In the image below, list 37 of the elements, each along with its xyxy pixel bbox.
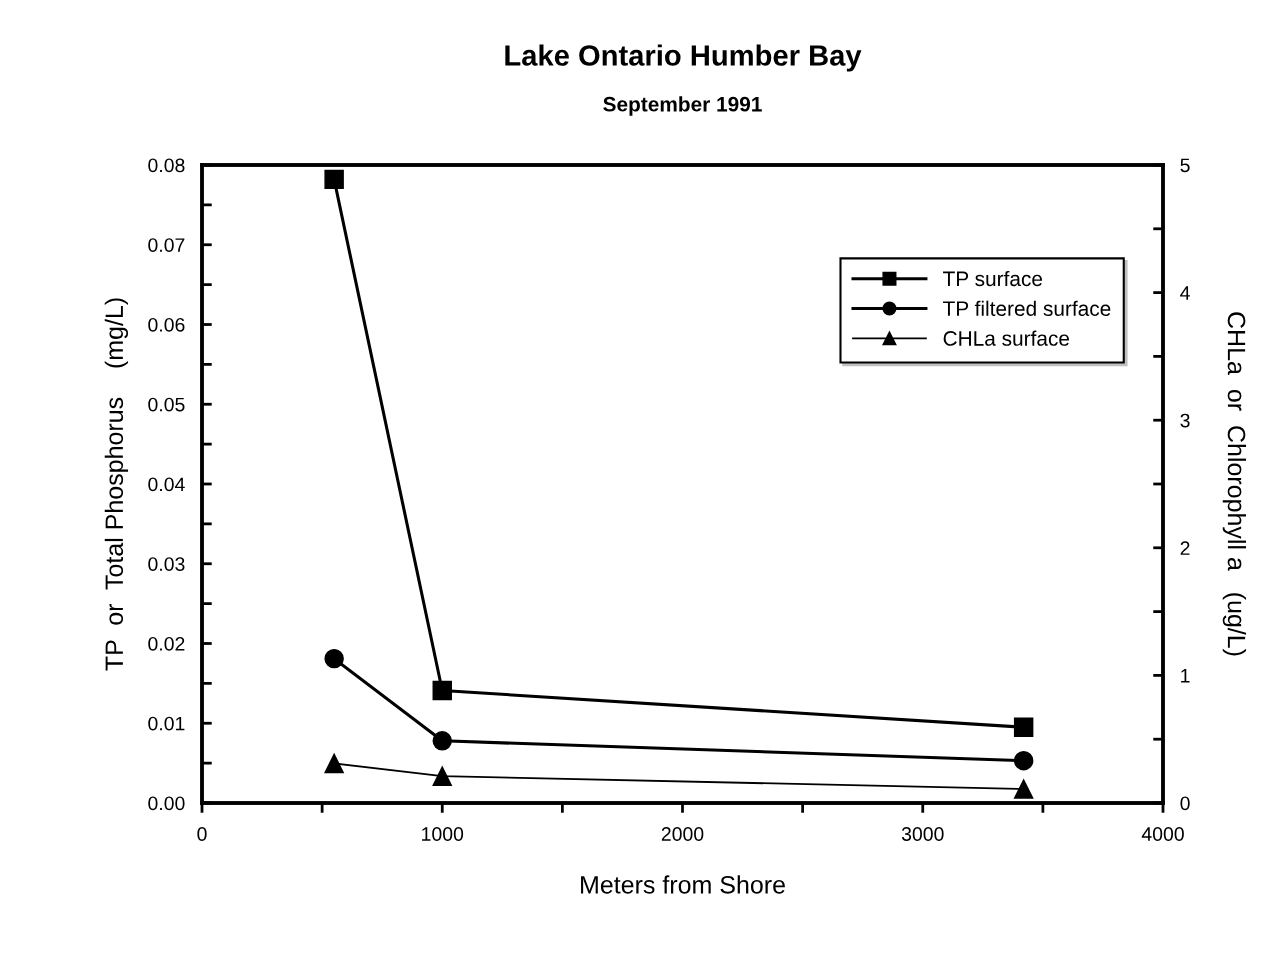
y-tick-label: 0.04 bbox=[148, 477, 185, 492]
point bbox=[324, 648, 344, 669]
point bbox=[324, 753, 344, 774]
y-tick-label: 0.02 bbox=[148, 636, 185, 651]
y2-tick-label: 4 bbox=[1180, 286, 1190, 300]
x-tick-label: 0 bbox=[197, 827, 207, 841]
point bbox=[432, 680, 452, 701]
x-tick-label: 4000 bbox=[1141, 827, 1184, 841]
point bbox=[1013, 717, 1034, 737]
point bbox=[1013, 779, 1034, 799]
y-tick-label: 0.08 bbox=[148, 158, 185, 173]
x-tick-label: 3000 bbox=[901, 827, 944, 841]
y2-axis-title: CHLa or Chlorophyll a (ug/L) bbox=[1222, 312, 1247, 656]
point bbox=[432, 731, 452, 751]
point bbox=[1013, 751, 1034, 771]
x-tick-label: 1000 bbox=[422, 827, 464, 841]
chart-title: Lake Ontario Humber Bay bbox=[505, 44, 862, 72]
y-tick-label: 0.01 bbox=[148, 716, 185, 731]
y2-tick-label: 3 bbox=[1180, 413, 1190, 428]
y2-tick-label: 1 bbox=[1181, 669, 1190, 683]
point bbox=[432, 766, 452, 786]
point bbox=[324, 169, 344, 190]
y2-tick-label: 5 bbox=[1180, 158, 1190, 173]
y-tick-label: 0.07 bbox=[148, 238, 185, 252]
y-tick-label: 0.00 bbox=[148, 796, 185, 811]
y-axis-title: TP or Total Phosphorus (mg/L) bbox=[104, 298, 129, 671]
y-tick-label: 0.06 bbox=[148, 317, 185, 332]
y2-tick-label: 0 bbox=[1180, 796, 1190, 811]
y-tick-label: 0.03 bbox=[148, 557, 185, 571]
y-tick-label: 0.05 bbox=[148, 397, 185, 412]
y2-tick-label: 2 bbox=[1180, 541, 1190, 555]
legend-label: TP surface bbox=[943, 270, 1043, 287]
legend-label: TP filtered surface bbox=[943, 300, 1111, 316]
chart-subtitle: September 1991 bbox=[603, 96, 762, 116]
x-axis-title: Meters from Shore bbox=[581, 875, 785, 894]
x-tick-label: 2000 bbox=[661, 827, 704, 841]
legend-label: CHLa surface bbox=[943, 330, 1070, 346]
